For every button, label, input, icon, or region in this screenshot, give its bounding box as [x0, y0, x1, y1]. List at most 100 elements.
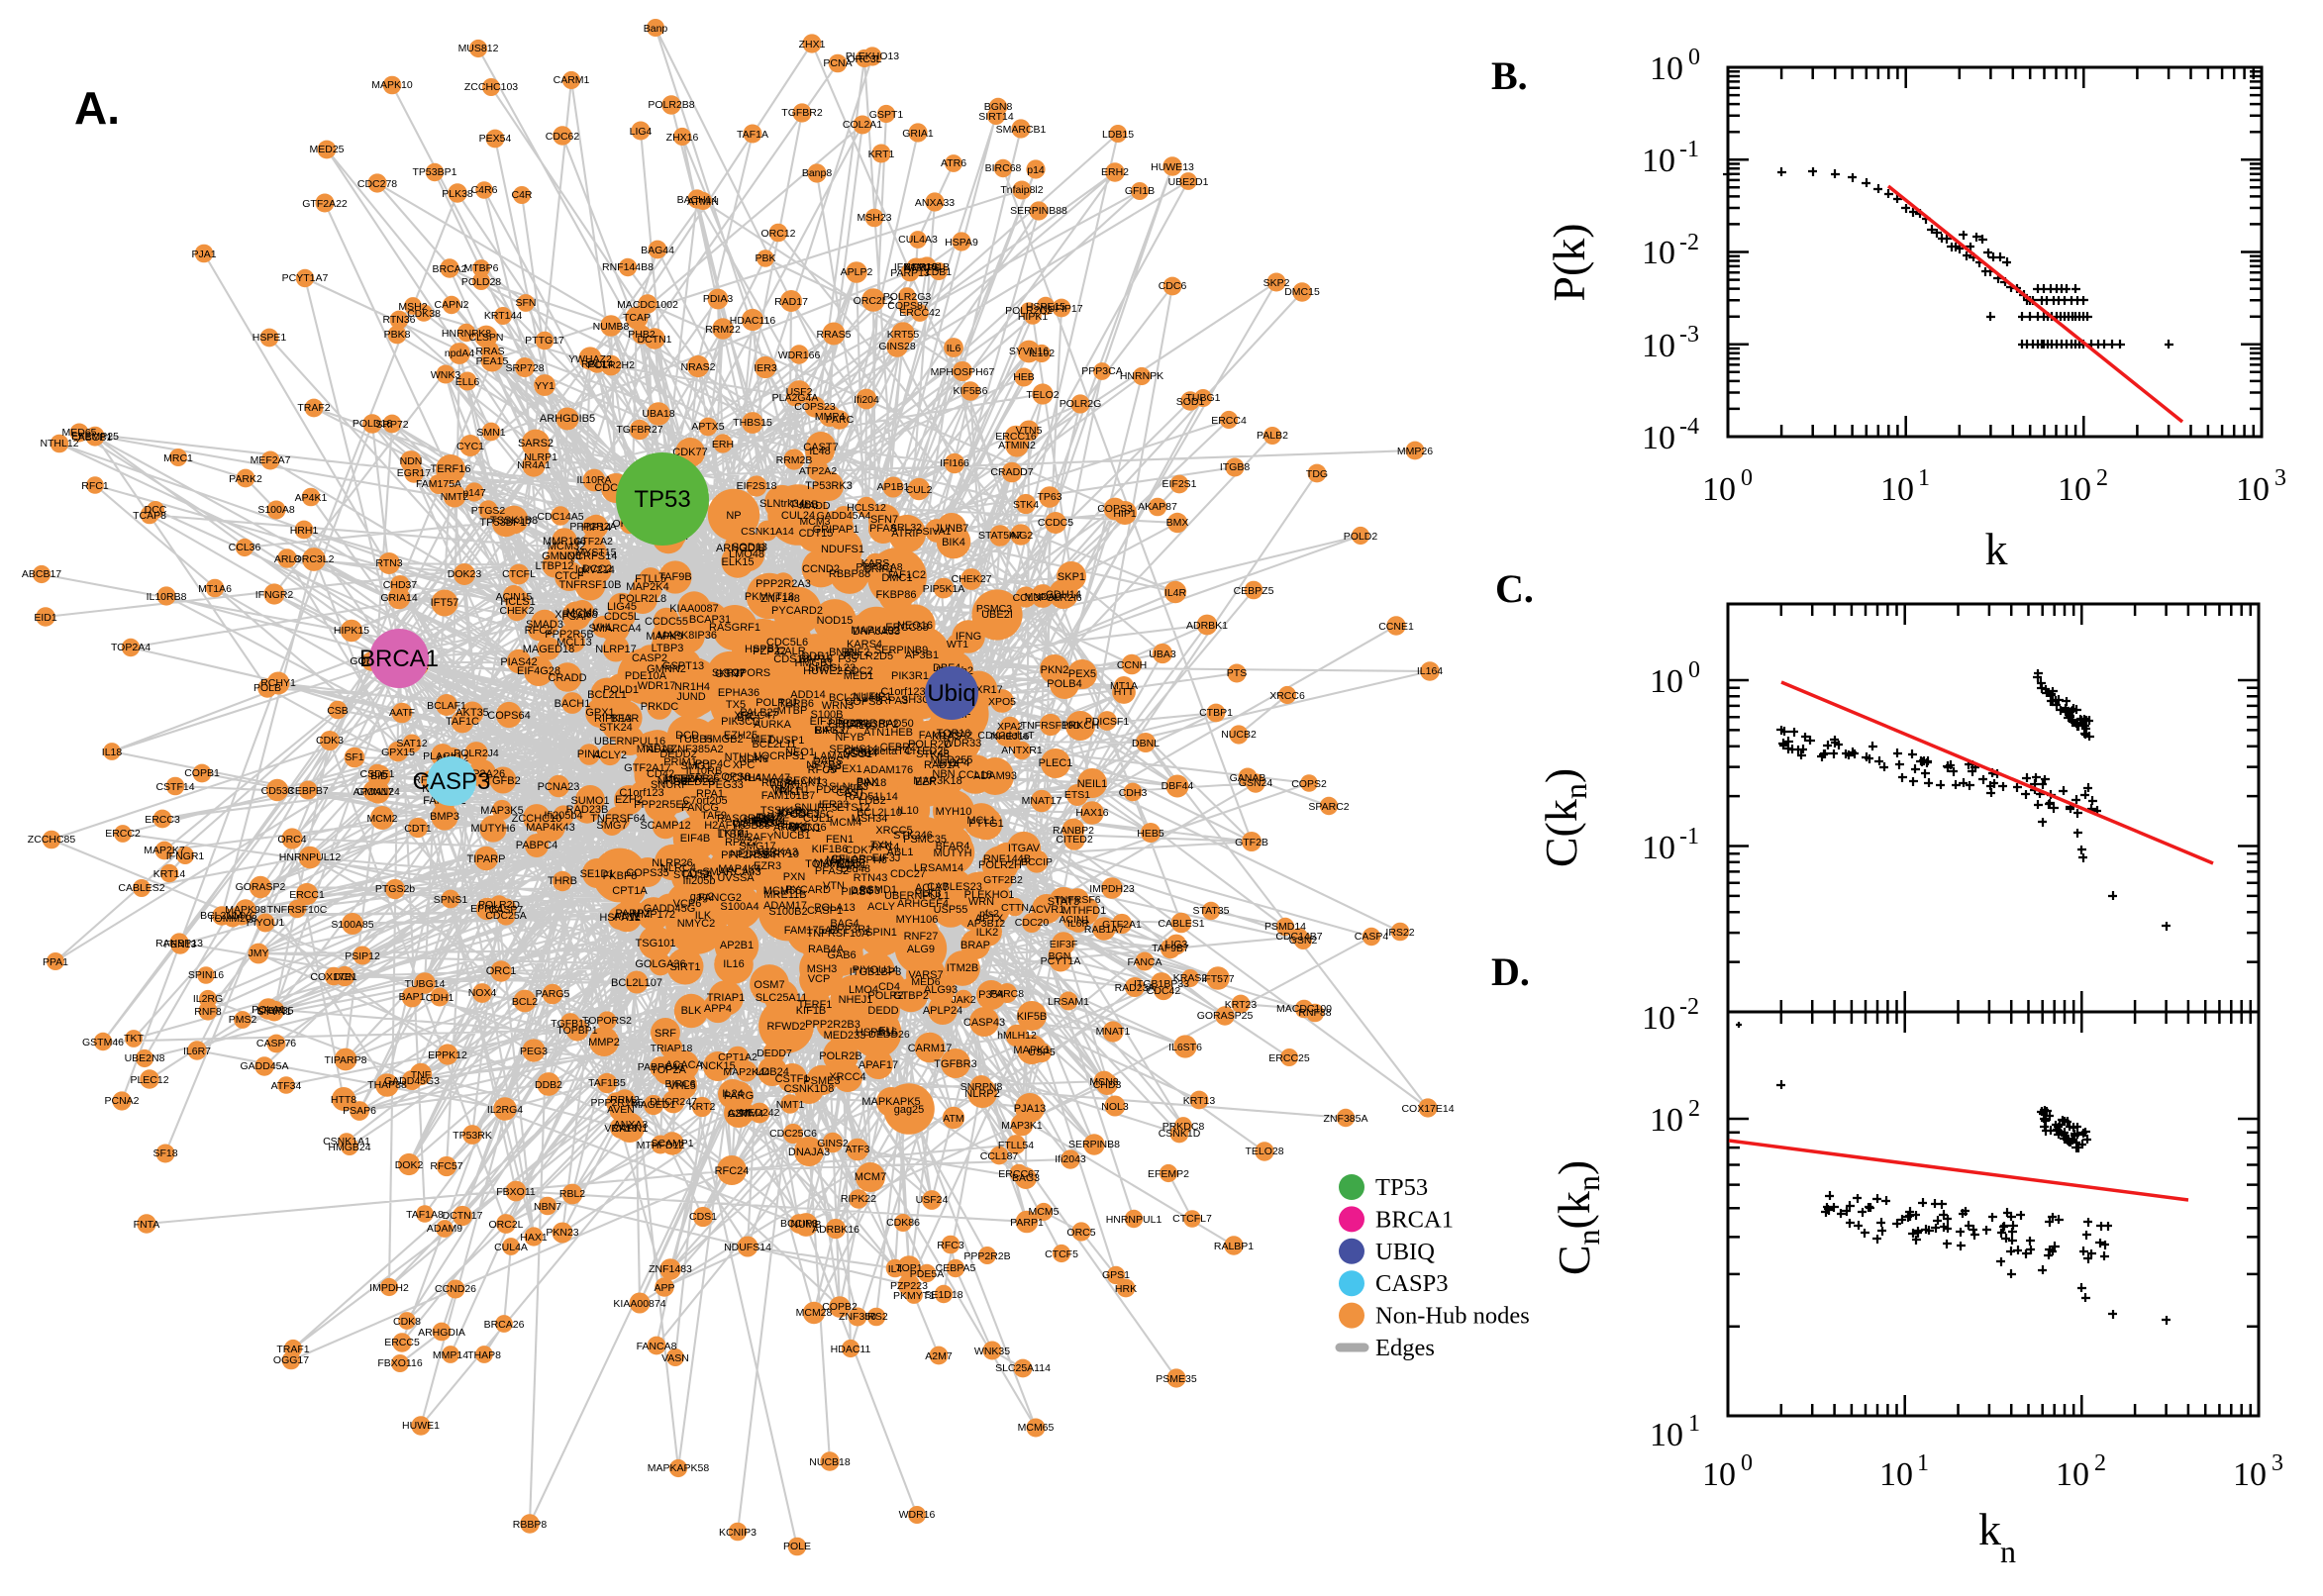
svg-text:GPX15: GPX15 [381, 747, 415, 758]
svg-text:IL164: IL164 [1417, 665, 1443, 677]
svg-text:NFYB: NFYB [835, 732, 863, 744]
svg-text:PARP2: PARP2 [615, 908, 650, 920]
svg-text:NLRP26: NLRP26 [652, 857, 693, 869]
svg-text:RASSF3: RASSF3 [777, 808, 820, 820]
svg-text:SKP2: SKP2 [1263, 277, 1290, 289]
svg-text:KIF1B6: KIF1B6 [812, 844, 849, 855]
svg-text:PALB25: PALB25 [740, 707, 779, 719]
svg-text:MED233: MED233 [824, 1030, 866, 1042]
svg-text:SMG1: SMG1 [680, 760, 711, 772]
svg-text:NUFIP1: NUFIP1 [853, 691, 891, 703]
svg-text:HNRNPUL1: HNRNPUL1 [1106, 1214, 1162, 1226]
svg-text:BID: BID [370, 770, 388, 782]
svg-text:NEO1: NEO1 [785, 747, 815, 758]
svg-text:SDC2: SDC2 [844, 665, 872, 677]
svg-text:CDC14B7: CDC14B7 [1275, 931, 1322, 943]
svg-text:USP55: USP55 [934, 904, 968, 916]
svg-text:VTN5: VTN5 [1016, 425, 1043, 437]
svg-text:THRB6: THRB6 [778, 698, 814, 710]
svg-text:APAF17: APAF17 [858, 1059, 898, 1071]
svg-text:LIG4: LIG4 [630, 126, 653, 138]
svg-text:GMNN5: GMNN5 [542, 550, 581, 562]
svg-text:TAF9B7: TAF9B7 [1152, 943, 1189, 954]
svg-text:10: 10 [1650, 50, 1683, 87]
svg-text:IL10RA: IL10RA [576, 474, 611, 486]
svg-text:MED6: MED6 [911, 976, 940, 988]
svg-text:S100A85: S100A85 [331, 919, 373, 931]
svg-text:RPA3: RPA3 [880, 695, 908, 707]
svg-text:IL2RG4: IL2RG4 [487, 1104, 523, 1116]
svg-text:PIK3R1: PIK3R1 [891, 670, 929, 682]
svg-text:TOPORS2: TOPORS2 [582, 1015, 632, 1027]
svg-text:PARP1: PARP1 [1010, 1217, 1044, 1229]
svg-text:NUFIP17: NUFIP17 [1040, 303, 1082, 315]
svg-text:THAP8: THAP8 [467, 1349, 501, 1361]
svg-text:COPB1: COPB1 [184, 767, 220, 779]
svg-text:HDAC116: HDAC116 [730, 315, 776, 327]
svg-text:10: 10 [1650, 1417, 1683, 1453]
svg-text:CABLES1: CABLES1 [1158, 918, 1204, 930]
svg-text:APTX5: APTX5 [691, 421, 724, 433]
svg-text:FANCA: FANCA [1127, 956, 1162, 968]
svg-text:S100A8: S100A8 [257, 504, 295, 516]
svg-text:IER33: IER33 [819, 799, 850, 811]
svg-text:PSAP: PSAP [561, 611, 590, 623]
svg-text:POLD2: POLD2 [1344, 531, 1378, 543]
svg-text:UQCRFS1: UQCRFS1 [754, 750, 806, 762]
svg-text:RBBP88: RBBP88 [829, 568, 870, 580]
svg-text:TERF16: TERF16 [431, 463, 471, 475]
svg-text:DDB2: DDB2 [535, 1079, 562, 1091]
svg-text:POLR2I6: POLR2I6 [1039, 592, 1081, 604]
svg-text:10: 10 [1642, 830, 1675, 866]
svg-text:hMLH12: hMLH12 [997, 1030, 1037, 1042]
svg-text:AKAP87: AKAP87 [1138, 501, 1177, 513]
svg-text:BCL2L148: BCL2L148 [829, 692, 880, 704]
svg-text:DCTN17: DCTN17 [443, 1210, 483, 1222]
svg-text:ADAM176: ADAM176 [863, 764, 913, 776]
svg-text:SIVA1: SIVA1 [923, 526, 952, 538]
svg-text:BAP18: BAP18 [799, 653, 833, 665]
svg-text:ITM2B: ITM2B [947, 962, 978, 974]
svg-text:TP53: TP53 [1375, 1174, 1428, 1201]
svg-text:CSTF1: CSTF1 [775, 1073, 810, 1085]
svg-text:-1: -1 [1679, 824, 1699, 849]
svg-text:TIPARP: TIPARP [467, 853, 506, 865]
svg-text:HUWE2: HUWE2 [803, 665, 843, 677]
svg-text:MNAT17: MNAT17 [1022, 795, 1062, 807]
svg-text:IL48: IL48 [809, 446, 830, 457]
svg-text:CALR: CALR [776, 646, 805, 657]
svg-text:HIPK1: HIPK1 [1018, 311, 1049, 323]
svg-text:BAG4: BAG4 [830, 918, 858, 930]
svg-text:TNFRSF64: TNFRSF64 [590, 813, 646, 825]
svg-text:EIF2S18: EIF2S18 [737, 480, 777, 492]
svg-text:HDAC11: HDAC11 [831, 1344, 871, 1355]
svg-text:UBE2I: UBE2I [981, 609, 1013, 621]
svg-text:LDB1: LDB1 [926, 266, 952, 278]
svg-text:H2AFY: H2AFY [739, 832, 774, 844]
svg-text:TDG: TDG [1306, 468, 1328, 480]
svg-text:WDR1: WDR1 [769, 779, 801, 791]
svg-text:0: 0 [1741, 1450, 1753, 1476]
svg-text:ORC3L: ORC3L [847, 53, 881, 65]
svg-text:TRAF26: TRAF26 [679, 773, 720, 785]
svg-text:NUMB8: NUMB8 [593, 321, 630, 333]
svg-text:PIYOU14: PIYOU14 [853, 964, 898, 976]
svg-text:ANTXR1: ANTXR1 [1001, 745, 1043, 756]
svg-text:BMX: BMX [1166, 517, 1189, 529]
svg-text:IL102: IL102 [1029, 348, 1055, 359]
svg-text:POLR2G: POLR2G [1060, 398, 1102, 410]
svg-text:GPS1: GPS1 [1102, 1269, 1130, 1281]
svg-text:COX17E1: COX17E1 [310, 971, 356, 983]
svg-text:TOP1: TOP1 [895, 1262, 922, 1274]
svg-text:RAB1A7: RAB1A7 [1084, 924, 1124, 936]
svg-text:MAP3K1: MAP3K1 [1001, 1120, 1043, 1132]
svg-text:GMNN2: GMNN2 [647, 663, 686, 675]
svg-text:MYH10: MYH10 [936, 806, 972, 818]
svg-text:NUCB2: NUCB2 [1221, 729, 1257, 741]
svg-text:10: 10 [2236, 471, 2270, 508]
svg-text:CFLAR: CFLAR [831, 853, 866, 865]
svg-text:ARHGDIB: ARHGDIB [716, 543, 765, 554]
svg-text:CDC278: CDC278 [357, 178, 397, 190]
svg-text:RTN43: RTN43 [854, 872, 888, 884]
svg-text:0: 0 [1688, 45, 1700, 70]
